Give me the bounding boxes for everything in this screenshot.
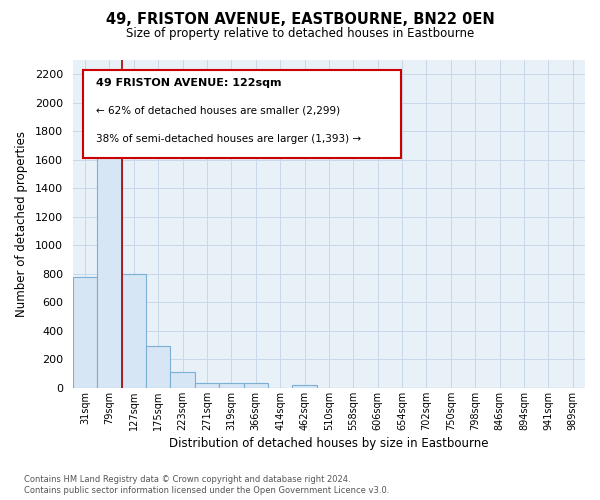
Bar xyxy=(122,274,146,388)
FancyBboxPatch shape xyxy=(83,70,401,158)
Text: 38% of semi-detached houses are larger (1,393) →: 38% of semi-detached houses are larger (… xyxy=(96,134,361,144)
Bar xyxy=(195,383,219,388)
Bar xyxy=(170,372,195,388)
Text: ← 62% of detached houses are smaller (2,299): ← 62% of detached houses are smaller (2,… xyxy=(96,106,340,116)
Text: Size of property relative to detached houses in Eastbourne: Size of property relative to detached ho… xyxy=(126,28,474,40)
Bar xyxy=(219,383,244,388)
Bar xyxy=(146,346,170,388)
Text: 49, FRISTON AVENUE, EASTBOURNE, BN22 0EN: 49, FRISTON AVENUE, EASTBOURNE, BN22 0EN xyxy=(106,12,494,28)
Y-axis label: Number of detached properties: Number of detached properties xyxy=(15,131,28,317)
Text: Contains public sector information licensed under the Open Government Licence v3: Contains public sector information licen… xyxy=(24,486,389,495)
Text: Contains HM Land Registry data © Crown copyright and database right 2024.: Contains HM Land Registry data © Crown c… xyxy=(24,475,350,484)
Text: 49 FRISTON AVENUE: 122sqm: 49 FRISTON AVENUE: 122sqm xyxy=(96,78,281,88)
Bar xyxy=(292,385,317,388)
Bar xyxy=(97,147,122,388)
Bar xyxy=(244,383,268,388)
Bar xyxy=(73,276,97,388)
X-axis label: Distribution of detached houses by size in Eastbourne: Distribution of detached houses by size … xyxy=(169,437,489,450)
